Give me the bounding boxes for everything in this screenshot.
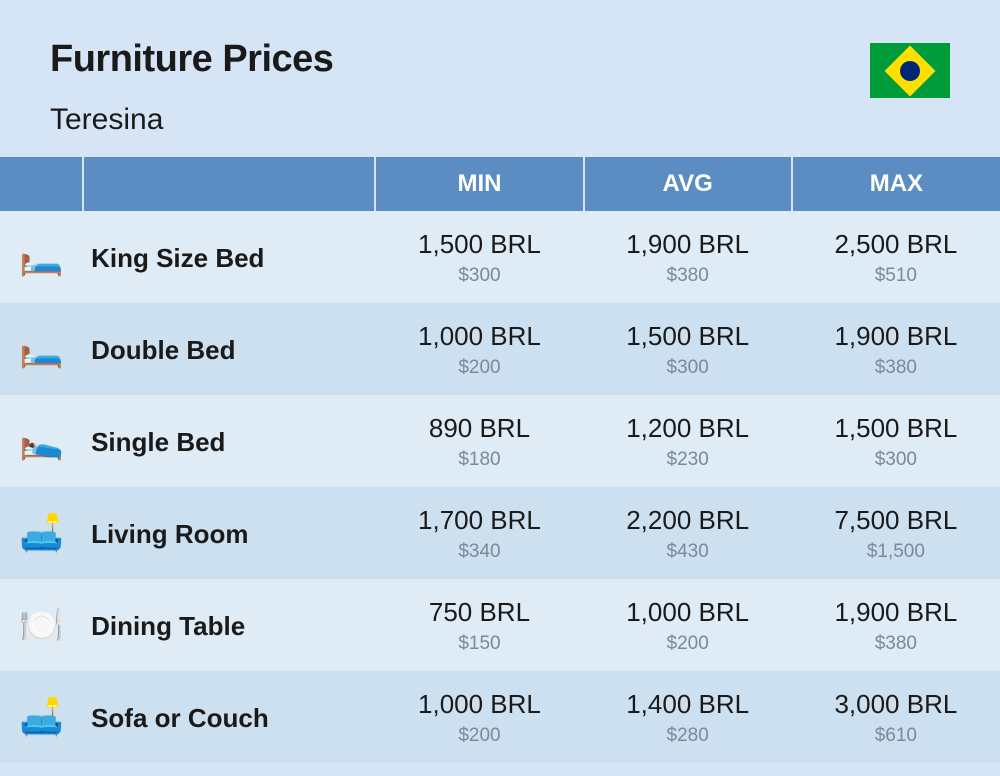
furniture-icon: 🛋️ <box>0 671 83 763</box>
brazil-flag-icon <box>870 43 950 98</box>
price-max: 7,500 BRL $1,500 <box>792 487 1000 579</box>
price-min-usd: $340 <box>375 541 583 563</box>
price-avg-brl: 1,400 BRL <box>584 689 792 720</box>
price-max-usd: $610 <box>792 725 1000 747</box>
price-min-brl: 1,500 BRL <box>375 229 583 260</box>
furniture-name: King Size Bed <box>83 211 375 303</box>
furniture-icon: 🛋️ <box>0 487 83 579</box>
price-avg-brl: 1,200 BRL <box>584 413 792 444</box>
furniture-name: Sofa or Couch <box>83 671 375 763</box>
furniture-name: Double Bed <box>83 303 375 395</box>
price-max-brl: 1,900 BRL <box>792 321 1000 352</box>
col-header-name <box>83 157 375 211</box>
price-min-usd: $300 <box>375 265 583 287</box>
price-max-brl: 3,000 BRL <box>792 689 1000 720</box>
price-max: 1,900 BRL $380 <box>792 303 1000 395</box>
price-avg-brl: 2,200 BRL <box>584 505 792 536</box>
price-max-brl: 1,500 BRL <box>792 413 1000 444</box>
price-avg-usd: $430 <box>584 541 792 563</box>
price-min-brl: 1,000 BRL <box>375 689 583 720</box>
col-header-min: MIN <box>375 157 583 211</box>
price-min-brl: 890 BRL <box>375 413 583 444</box>
price-min-brl: 1,000 BRL <box>375 321 583 352</box>
price-min: 1,000 BRL $200 <box>375 303 583 395</box>
price-avg-brl: 1,900 BRL <box>584 229 792 260</box>
price-max-brl: 7,500 BRL <box>792 505 1000 536</box>
col-header-avg: AVG <box>584 157 792 211</box>
furniture-icon: 🛏️ <box>0 303 83 395</box>
price-avg-usd: $380 <box>584 265 792 287</box>
price-max-usd: $380 <box>792 633 1000 655</box>
furniture-icon: 🍽️ <box>0 579 83 671</box>
price-max-usd: $1,500 <box>792 541 1000 563</box>
furniture-name: Dining Table <box>83 579 375 671</box>
price-min-usd: $150 <box>375 633 583 655</box>
page-subtitle: Teresina <box>50 103 333 137</box>
price-max: 3,000 BRL $610 <box>792 671 1000 763</box>
col-header-icon <box>0 157 83 211</box>
price-max-usd: $380 <box>792 357 1000 379</box>
price-avg-usd: $230 <box>584 449 792 471</box>
table-header-row: MIN AVG MAX <box>0 157 1000 211</box>
table-row: 🍽️ Dining Table 750 BRL $150 1,000 BRL $… <box>0 579 1000 671</box>
price-max-brl: 2,500 BRL <box>792 229 1000 260</box>
price-avg-usd: $280 <box>584 725 792 747</box>
price-min-brl: 750 BRL <box>375 597 583 628</box>
table-row: 🛏️ King Size Bed 1,500 BRL $300 1,900 BR… <box>0 211 1000 303</box>
price-max-usd: $510 <box>792 265 1000 287</box>
furniture-icon: 🛏️ <box>0 211 83 303</box>
price-min: 1,000 BRL $200 <box>375 671 583 763</box>
price-min-usd: $200 <box>375 725 583 747</box>
price-avg: 2,200 BRL $430 <box>584 487 792 579</box>
price-avg: 1,400 BRL $280 <box>584 671 792 763</box>
furniture-name: Living Room <box>83 487 375 579</box>
price-max: 1,900 BRL $380 <box>792 579 1000 671</box>
price-min: 1,500 BRL $300 <box>375 211 583 303</box>
page-title: Furniture Prices <box>50 38 333 81</box>
price-avg-brl: 1,000 BRL <box>584 597 792 628</box>
price-min: 890 BRL $180 <box>375 395 583 487</box>
price-min-usd: $200 <box>375 357 583 379</box>
table-row: 🛏️ Double Bed 1,000 BRL $200 1,500 BRL $… <box>0 303 1000 395</box>
price-avg-usd: $200 <box>584 633 792 655</box>
price-min-brl: 1,700 BRL <box>375 505 583 536</box>
price-avg-brl: 1,500 BRL <box>584 321 792 352</box>
price-min: 750 BRL $150 <box>375 579 583 671</box>
price-avg: 1,200 BRL $230 <box>584 395 792 487</box>
table-row: 🛌 Single Bed 890 BRL $180 1,200 BRL $230… <box>0 395 1000 487</box>
table-row: 🛋️ Living Room 1,700 BRL $340 2,200 BRL … <box>0 487 1000 579</box>
furniture-icon: 🛌 <box>0 395 83 487</box>
price-avg: 1,000 BRL $200 <box>584 579 792 671</box>
price-min-usd: $180 <box>375 449 583 471</box>
page-header: Furniture Prices Teresina <box>0 0 1000 157</box>
col-header-max: MAX <box>792 157 1000 211</box>
price-max-usd: $300 <box>792 449 1000 471</box>
price-avg: 1,900 BRL $380 <box>584 211 792 303</box>
furniture-name: Single Bed <box>83 395 375 487</box>
price-max: 2,500 BRL $510 <box>792 211 1000 303</box>
price-table: MIN AVG MAX 🛏️ King Size Bed 1,500 BRL $… <box>0 157 1000 763</box>
table-row: 🛋️ Sofa or Couch 1,000 BRL $200 1,400 BR… <box>0 671 1000 763</box>
price-min: 1,700 BRL $340 <box>375 487 583 579</box>
price-max: 1,500 BRL $300 <box>792 395 1000 487</box>
price-avg-usd: $300 <box>584 357 792 379</box>
price-max-brl: 1,900 BRL <box>792 597 1000 628</box>
price-avg: 1,500 BRL $300 <box>584 303 792 395</box>
